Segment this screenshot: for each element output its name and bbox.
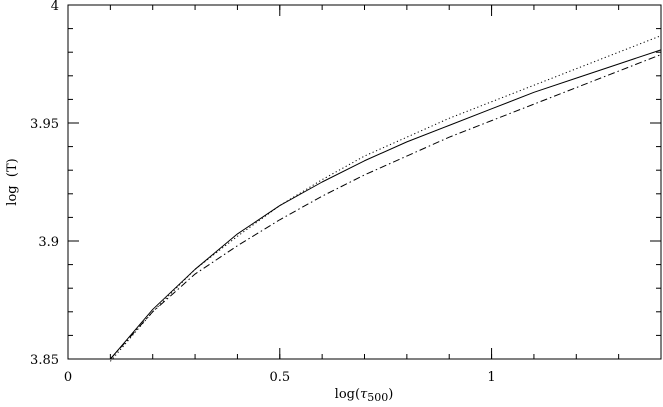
series-line-dashdot xyxy=(109,54,662,360)
x-axis-title: log(τ500) xyxy=(335,387,394,404)
series-layer xyxy=(109,35,662,362)
x-tick-label: 0.5 xyxy=(269,370,290,385)
series-line-dotted xyxy=(109,35,662,362)
x-axis-title-symbol: τ xyxy=(360,387,368,402)
x-axis-title-suffix: ) xyxy=(388,387,393,402)
x-tick-label: 0 xyxy=(64,370,72,385)
y-tick-label: 3.95 xyxy=(30,117,59,132)
x-axis-title-prefix: log( xyxy=(335,387,360,402)
series-line-solid xyxy=(109,49,662,360)
major-ticks xyxy=(67,4,661,360)
y-tick-label: 3.9 xyxy=(38,235,59,250)
x-tick-labels: 0 0.5 1 xyxy=(64,370,496,385)
y-tick-label: 4 xyxy=(51,0,59,14)
y-tick-labels: 3.85 3.9 3.95 4 xyxy=(30,0,59,368)
x-tick-label: 1 xyxy=(487,370,495,385)
y-axis-title: log (T) xyxy=(5,158,20,205)
y-tick-label: 3.85 xyxy=(30,353,59,368)
x-axis-title-subscript: 500 xyxy=(367,391,388,404)
